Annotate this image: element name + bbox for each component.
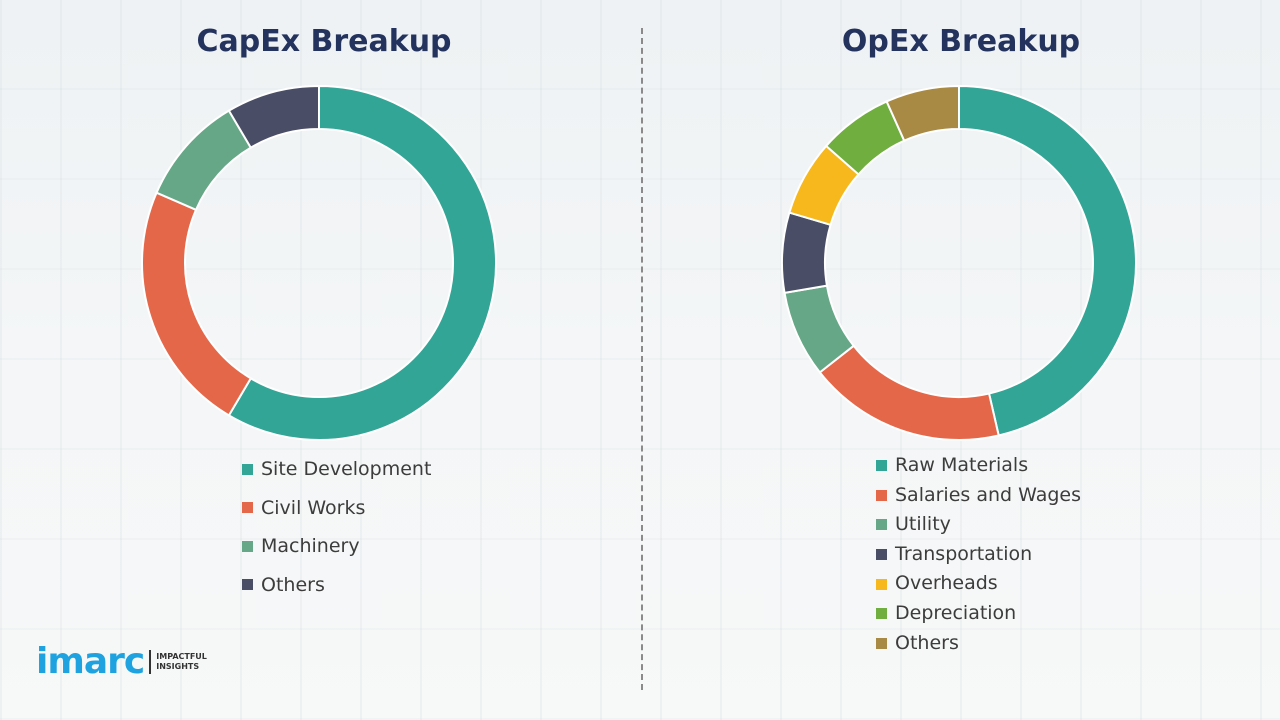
legend-label: Transportation: [895, 542, 1033, 565]
capex-title: CapEx Breakup: [196, 24, 452, 59]
legend-swatch: [876, 489, 887, 501]
slice-others: [227, 84, 320, 150]
legend-item: Others: [242, 566, 431, 605]
legend-swatch: [242, 579, 253, 591]
opex-legend: Raw Materials Salaries and Wages Utility Tr…: [876, 451, 1081, 658]
capex-legend: Site Development Civil Works Machinery Othe…: [242, 450, 431, 604]
legend-swatch: [242, 502, 253, 514]
slice-civil-works: [141, 191, 253, 417]
legend-item: Machinery: [242, 527, 431, 566]
legend-label: Salaries and Wages: [895, 483, 1081, 506]
legend-item: Transportation: [876, 540, 1081, 570]
legend-item: Civil Works: [242, 489, 431, 528]
opex-donut: [781, 84, 1137, 441]
legend-label: Others: [895, 631, 959, 654]
legend-label: Utility: [895, 513, 951, 536]
legend-swatch: [876, 549, 887, 561]
legend-item: Overheads: [876, 569, 1081, 599]
legend-label: Depreciation: [895, 601, 1017, 624]
capex-donut: [141, 84, 497, 441]
legend-swatch: [876, 637, 887, 649]
legend-item: Others: [876, 629, 1081, 659]
logo-bar: [149, 650, 152, 674]
divider: [641, 28, 643, 690]
legend-swatch: [876, 460, 887, 472]
legend-item: Depreciation: [876, 599, 1081, 629]
legend-label: Civil Works: [261, 496, 366, 519]
legend-label: Machinery: [261, 535, 360, 557]
legend-item: Site Development: [242, 450, 431, 489]
legend-label: Site Development: [261, 458, 432, 480]
legend-item: Raw Materials: [876, 451, 1081, 481]
legend-label: Overheads: [895, 572, 998, 595]
legend-swatch: [242, 463, 253, 475]
slice-others: [885, 84, 960, 143]
legend-item: Utility: [876, 510, 1081, 540]
slice-transportation: [781, 211, 832, 295]
imarc-logo: imarc IMPACTFUL INSIGHTS: [36, 644, 207, 680]
legend-swatch: [876, 578, 887, 590]
logo-word: imarc: [36, 641, 145, 682]
logo-tagline: IMPACTFUL INSIGHTS: [156, 652, 207, 671]
legend-label: Others: [261, 573, 325, 596]
legend-swatch: [876, 519, 887, 531]
legend-label: Raw Materials: [895, 454, 1029, 476]
slice-raw-materials: [958, 84, 1137, 437]
legend-swatch: [876, 608, 887, 620]
slice-salaries-and-wages: [818, 344, 1000, 441]
legend-item: Salaries and Wages: [876, 481, 1081, 511]
slice-site-development: [227, 84, 497, 441]
opex-title: OpEx Breakup: [841, 24, 1081, 59]
legend-swatch: [242, 540, 253, 552]
